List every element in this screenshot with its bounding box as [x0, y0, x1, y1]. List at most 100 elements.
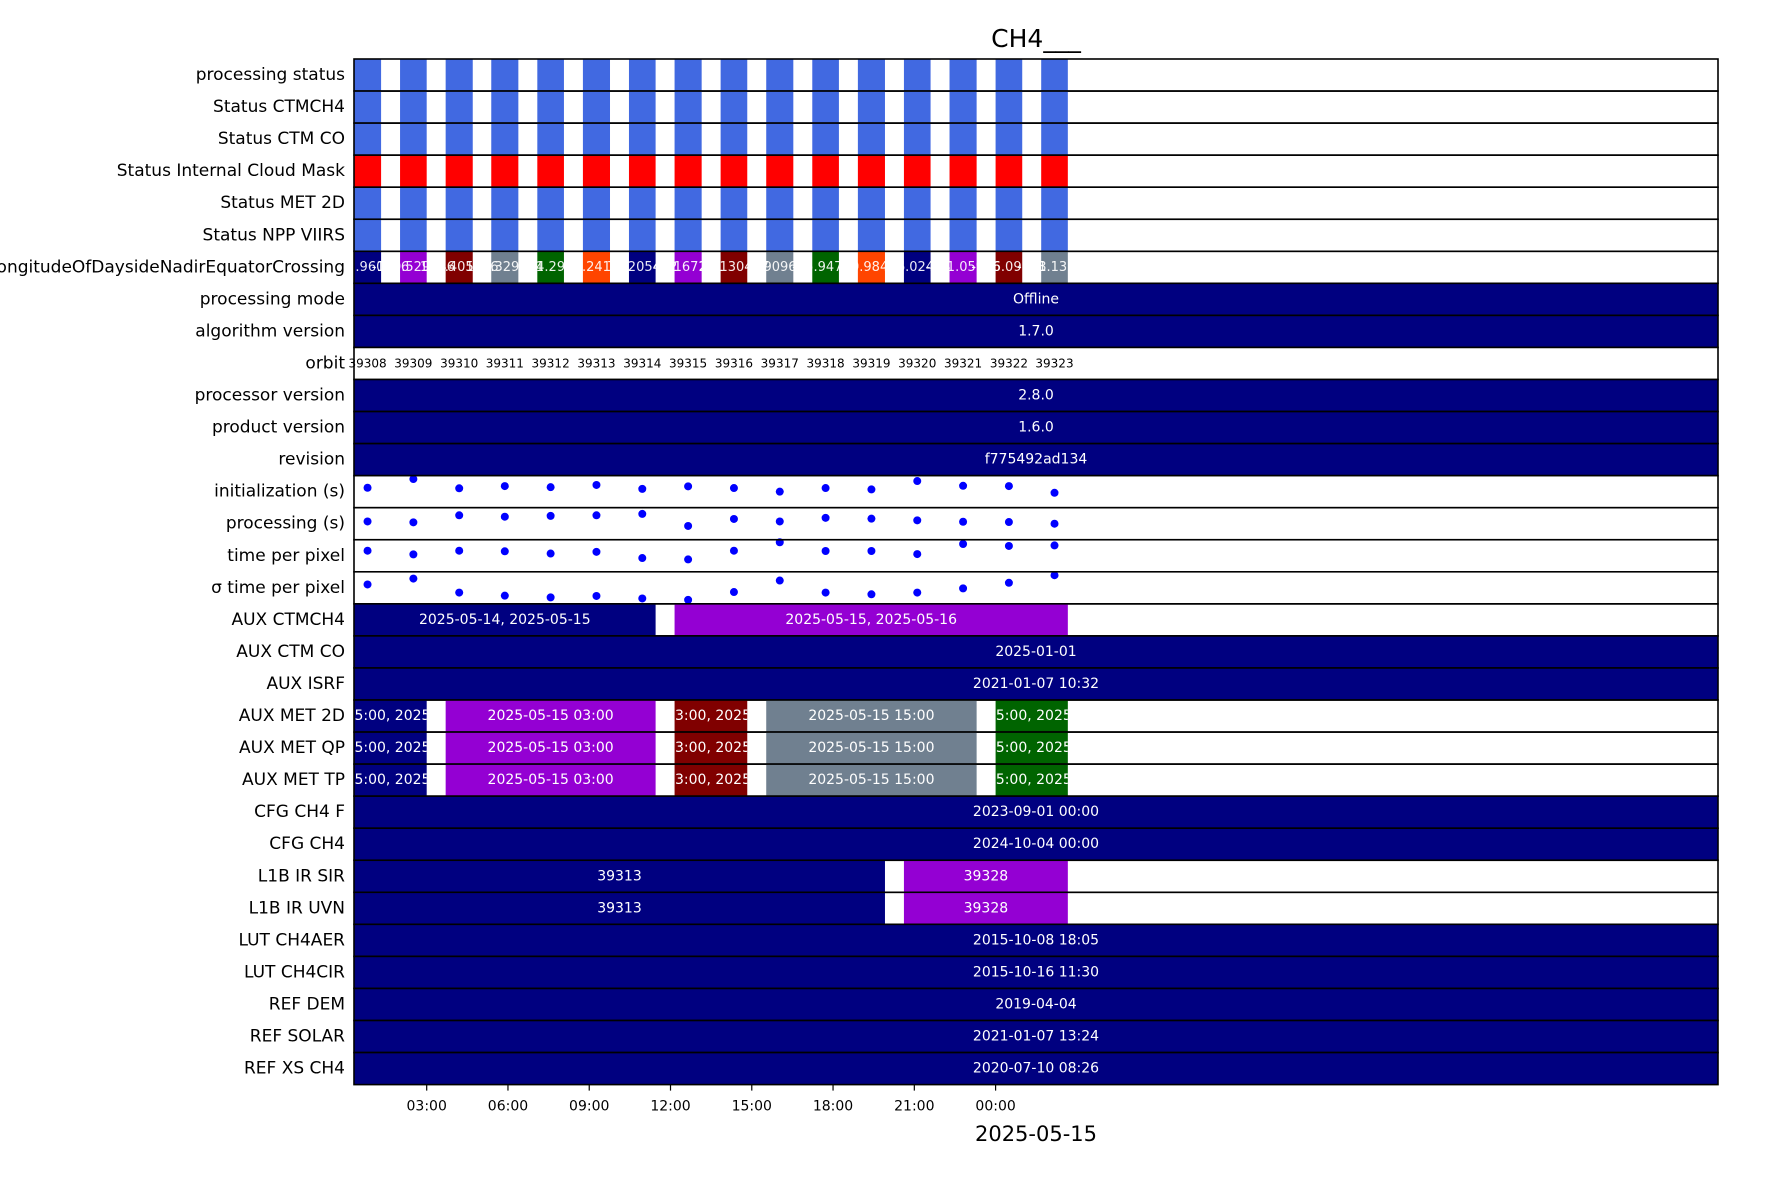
status-bar [674, 91, 702, 124]
data-point [821, 484, 830, 493]
status-bar [766, 219, 794, 252]
segment-bar [766, 732, 977, 765]
orbit-number: 39308 [348, 356, 386, 370]
status-bar [857, 123, 885, 156]
longitude-value: -135.960956 [326, 260, 409, 275]
longitude-bar [674, 251, 702, 284]
status-bar [628, 219, 656, 252]
status-bar [491, 187, 519, 220]
longitude-bar [445, 251, 473, 284]
segment-value: 39313 [597, 900, 642, 916]
status-bar [537, 219, 564, 252]
row-label: algorithm version [195, 321, 345, 341]
status-bar [1041, 187, 1068, 220]
status-bar [812, 219, 839, 252]
orbit-number: 39321 [944, 356, 982, 370]
data-point [729, 588, 738, 597]
bar-value: 2021-01-07 13:24 [973, 1029, 1099, 1045]
orbit-number: 39311 [486, 356, 524, 370]
data-point [363, 517, 372, 526]
status-bar [537, 155, 564, 188]
x-tick-label: 21:00 [894, 1099, 934, 1115]
segment-value: 2025-05-15 03:00 [488, 708, 614, 724]
x-axis-label: 2025-05-15 [975, 1122, 1097, 1146]
row-label: L1B IR UVN [249, 898, 345, 918]
status-bar [720, 219, 748, 252]
segment-value: 2025-05-15 15:00, 2025-05-16 03:00 [901, 772, 1162, 788]
segment-value: 39313 [597, 868, 642, 884]
data-point [638, 509, 647, 518]
row-label: AUX CTM CO [236, 642, 345, 662]
bar-value: Offline [1013, 291, 1059, 307]
segment-bar [674, 732, 748, 765]
data-point [546, 593, 555, 602]
longitude-bar [491, 251, 519, 284]
data-point [684, 595, 693, 604]
status-bar [949, 219, 977, 252]
value-bar [354, 1020, 1718, 1053]
segment-value: 2025-05-15 15:00 [808, 740, 934, 756]
row-label: product version [212, 418, 345, 438]
data-point [363, 580, 372, 589]
segment-bar [766, 764, 977, 797]
status-bar [812, 187, 839, 220]
status-bar [903, 187, 931, 220]
segment-value: 39328 [964, 900, 1009, 916]
status-bar [491, 123, 519, 156]
segment-value: 2025-05-15 03:00, 2025-05-15 15:00 [580, 772, 841, 788]
value-bar [354, 443, 1718, 476]
status-bar [400, 91, 427, 124]
status-bar [995, 155, 1023, 188]
status-bar [400, 59, 427, 92]
data-point [500, 547, 509, 556]
segment-bar [354, 603, 656, 636]
row-label: AUX MET 2D [239, 706, 345, 726]
longitude-value: 174.405786 [420, 260, 499, 275]
status-bar [720, 123, 748, 156]
value-bar [354, 315, 1718, 348]
value-bar [354, 379, 1718, 412]
status-bar [720, 91, 748, 124]
data-point [1004, 482, 1013, 491]
value-bar [354, 667, 1718, 700]
bar-value: 2015-10-16 11:30 [973, 964, 1099, 980]
status-bar [903, 59, 931, 92]
segment-value: 2025-05-15 15:00, 2025-05-16 03:00 [901, 708, 1162, 724]
data-point [913, 477, 922, 486]
bar-value: f775492ad134 [985, 452, 1088, 468]
bar-value: 2023-09-01 00:00 [973, 804, 1099, 820]
data-point [592, 511, 601, 520]
x-tick-label: 12:00 [650, 1099, 690, 1115]
longitude-bar [812, 251, 839, 284]
status-bar [995, 59, 1023, 92]
status-bar [812, 91, 839, 124]
bar-value: 1.6.0 [1018, 420, 1054, 436]
longitude-value: -50.98408 [838, 260, 905, 275]
segment-bar [674, 603, 1068, 636]
row-label: σ time per pixel [211, 578, 345, 598]
data-point [775, 487, 784, 496]
bar-value: 2024-10-04 00:00 [973, 836, 1099, 852]
segment-value: 2025-05-15 03:00 [488, 740, 614, 756]
data-point [913, 588, 922, 597]
status-bar [491, 219, 519, 252]
data-point [1004, 541, 1013, 550]
segment-value: 2025-05-14 15:00, 2025-05-15 03:00 [260, 708, 521, 724]
row-label: Status Internal Cloud Mask [117, 161, 345, 181]
status-bar [1041, 219, 1068, 252]
orbit-number: 39314 [623, 356, 661, 370]
status-bar [582, 187, 611, 220]
longitude-value: -0.909661 [746, 260, 813, 275]
longitude-value: 49.167261 [653, 260, 723, 275]
row-label: CFG CH4 F [254, 802, 345, 822]
orbit-number: 39317 [761, 356, 799, 370]
data-point [684, 482, 693, 491]
status-bar [628, 59, 656, 92]
status-bar [582, 91, 611, 124]
row-label: Status CTM CO [218, 129, 345, 149]
bar-value: 2025-01-01 [995, 644, 1076, 660]
longitude-value: -160.529846 [372, 260, 455, 275]
scatter-row-bg [354, 475, 1718, 508]
status-bar [812, 155, 839, 188]
status-bar [445, 187, 473, 220]
